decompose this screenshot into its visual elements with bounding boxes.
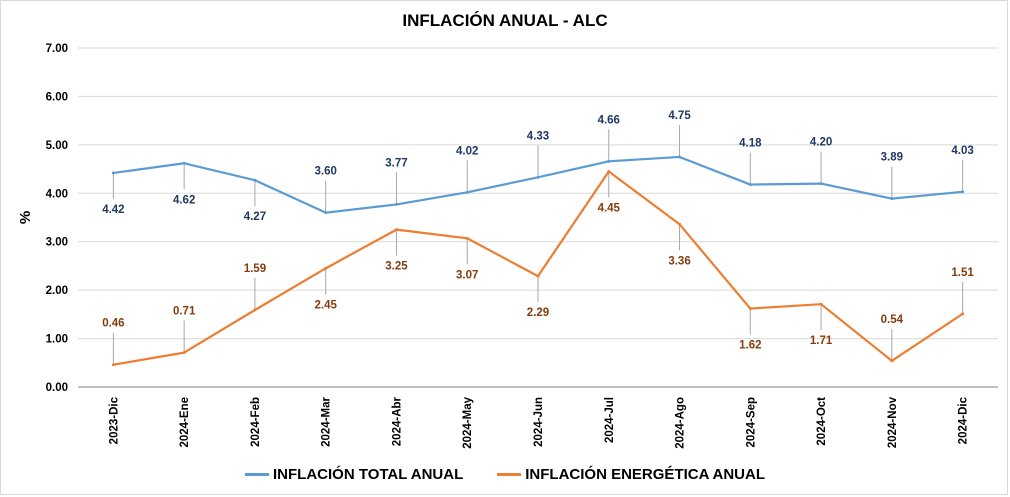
data-label: 0.54	[881, 314, 904, 326]
data-point	[890, 359, 894, 363]
data-label: 2.29	[527, 307, 549, 319]
y-tick-label: 5.00	[46, 140, 68, 152]
y-tick-label: 1.00	[46, 334, 68, 346]
data-label: 4.18	[739, 138, 762, 150]
data-label: 1.59	[244, 263, 266, 275]
data-point	[748, 183, 752, 187]
data-label: 3.36	[668, 255, 690, 267]
legend-item-energy: INFLACIÓN ENERGÉTICA ANUAL	[497, 466, 765, 483]
data-label: 1.51	[951, 267, 974, 279]
data-point	[536, 274, 540, 278]
data-label: 4.75	[668, 110, 691, 122]
data-point	[890, 197, 894, 201]
chart-legend: INFLACIÓN TOTAL ANUAL INFLACIÓN ENERGÉTI…	[0, 466, 1010, 483]
data-label: 3.60	[314, 166, 336, 178]
data-point	[324, 211, 328, 215]
data-label: 3.07	[456, 269, 478, 281]
data-point	[253, 308, 257, 312]
data-label: 4.62	[173, 194, 195, 206]
data-label: 4.66	[598, 114, 620, 126]
data-label: 4.42	[102, 204, 124, 216]
data-point	[111, 363, 115, 367]
data-point	[182, 161, 186, 165]
data-point	[678, 155, 682, 159]
data-label: 1.71	[810, 335, 833, 347]
data-label: 4.33	[527, 130, 549, 142]
x-tick-label: 2024-Feb	[250, 397, 262, 447]
x-tick-label: 2024-Oct	[816, 397, 828, 446]
data-label: 3.77	[385, 157, 407, 169]
x-tick-label: 2024-Jul	[604, 397, 616, 443]
data-point	[961, 190, 965, 194]
data-point	[819, 182, 823, 186]
y-tick-label: 2.00	[46, 285, 68, 297]
x-tick-label: 2024-May	[462, 396, 474, 448]
data-label: 4.27	[244, 211, 266, 223]
legend-label-total: INFLACIÓN TOTAL ANUAL	[273, 466, 464, 483]
x-tick-label: 2024-Sep	[745, 397, 757, 448]
legend-label-energy: INFLACIÓN ENERGÉTICA ANUAL	[525, 466, 765, 483]
data-point	[111, 171, 115, 175]
legend-swatch-energy	[497, 473, 522, 476]
x-tick-label: 2024-Jun	[533, 397, 545, 447]
data-label: 2.45	[314, 299, 337, 311]
x-tick-label: 2024-Ene	[179, 397, 191, 448]
x-tick-label: 2024-Mar	[321, 396, 333, 446]
data-label: 3.89	[881, 152, 903, 164]
y-tick-label: 7.00	[46, 43, 68, 55]
data-label: 4.20	[810, 137, 832, 149]
y-tick-label: 3.00	[46, 237, 68, 249]
data-point	[678, 222, 682, 226]
data-point	[961, 312, 965, 316]
legend-item-total: INFLACIÓN TOTAL ANUAL	[245, 466, 463, 483]
data-label: 4.02	[456, 145, 478, 157]
x-tick-label: 2024-Ago	[675, 397, 687, 449]
y-tick-label: 4.00	[46, 188, 68, 200]
data-label: 4.03	[951, 145, 973, 157]
data-point	[465, 190, 469, 194]
y-tick-label: 6.00	[46, 91, 68, 103]
data-point	[253, 178, 257, 182]
data-point	[607, 159, 611, 163]
series-line-1	[113, 170, 964, 366]
data-point	[748, 307, 752, 311]
data-point	[465, 236, 469, 240]
data-point	[324, 266, 328, 270]
data-point	[536, 175, 540, 179]
data-point	[819, 302, 823, 306]
y-tick-label: 0.00	[46, 382, 68, 394]
data-label: 1.62	[739, 340, 761, 352]
y-axis-label: %	[17, 211, 34, 224]
data-point	[182, 351, 186, 355]
x-tick-label: 2023-Dic	[108, 396, 120, 444]
data-label: 0.71	[173, 306, 196, 318]
data-point	[607, 169, 611, 173]
data-label: 0.46	[102, 318, 124, 330]
legend-swatch-total	[245, 473, 269, 476]
data-label: 3.25	[385, 261, 408, 273]
x-tick-label: 2024-Nov	[887, 396, 899, 448]
data-point	[394, 202, 398, 206]
x-tick-label: 2024-Abr	[391, 396, 403, 446]
chart-title: INFLACIÓN ANUAL - ALC	[402, 11, 608, 30]
x-tick-label: 2024-Dic	[958, 396, 970, 444]
data-label: 4.45	[598, 202, 621, 214]
data-point	[394, 228, 398, 232]
